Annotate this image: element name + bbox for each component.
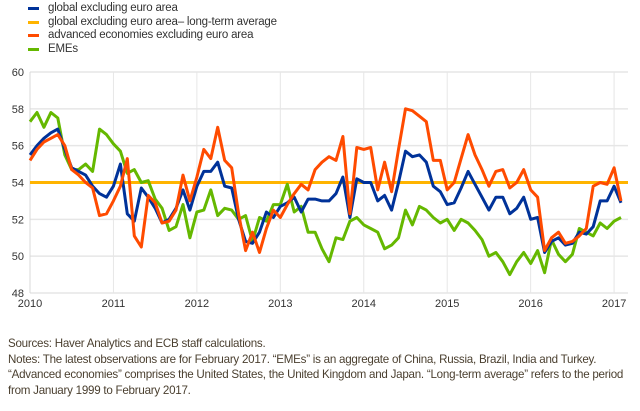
sources-text: Sources: Haver Analytics and ECB staff c… xyxy=(8,337,266,350)
x-tick-label: 2014 xyxy=(352,298,376,310)
legend-label: EMEs xyxy=(48,42,78,55)
y-tick-label: 52 xyxy=(12,214,24,226)
legend: global excluding euro area global exclud… xyxy=(28,2,277,56)
legend-label: advanced economies excluding euro area xyxy=(48,29,254,42)
series-line-global xyxy=(28,127,623,254)
x-tick-label: 2015 xyxy=(435,298,459,310)
y-tick-label: 48 xyxy=(12,288,24,300)
legend-swatch xyxy=(28,20,39,24)
y-tick-label: 58 xyxy=(12,104,24,116)
y-tick-label: 50 xyxy=(12,251,24,263)
y-tick-label: 60 xyxy=(12,67,24,79)
x-tick-label: 2010 xyxy=(18,298,42,310)
x-tick-label: 2016 xyxy=(518,298,542,310)
legend-item-emes: EMEs xyxy=(28,43,277,57)
y-tick-label: 56 xyxy=(12,141,24,153)
legend-swatch xyxy=(28,34,39,38)
legend-item-global: global excluding euro area xyxy=(28,2,277,16)
x-tick-label: 2011 xyxy=(102,298,126,310)
legend-swatch xyxy=(28,7,39,11)
x-tick-label: 2017 xyxy=(602,298,626,310)
y-tick-label: 54 xyxy=(12,178,24,190)
chart-notes: Sources: Haver Analytics and ECB staff c… xyxy=(8,336,633,398)
x-tick-label: 2013 xyxy=(268,298,292,310)
legend-swatch xyxy=(28,48,39,52)
legend-label: global excluding euro area xyxy=(48,2,178,14)
line-chart: 48 50 52 54 56 58 60 2010 2011 2012 2013 2014 2015 20… xyxy=(12,67,628,310)
x-tick-label: 2012 xyxy=(185,298,209,310)
series-line-advanced-economies xyxy=(28,107,623,254)
legend-label: global excluding euro area– long-term av… xyxy=(48,15,277,28)
legend-item-advanced-economies: advanced economies excluding euro area xyxy=(28,29,277,43)
notes-text: Notes: The latest observations are for F… xyxy=(8,352,624,397)
legend-item-long-term-average: global excluding euro area– long-term av… xyxy=(28,16,277,30)
